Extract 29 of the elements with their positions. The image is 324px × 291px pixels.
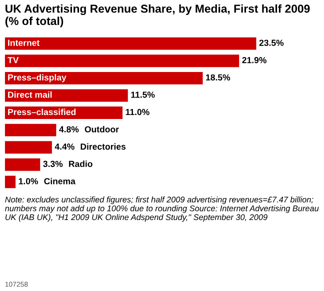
- data-label: 21.9%: [242, 57, 266, 64]
- data-label: 11.0%: [126, 108, 150, 116]
- bar: [4, 176, 16, 188]
- text: UK (IAB UK), "H1 2009 UK Online Adspend Study," September 30, 2009: [5, 214, 268, 222]
- data-label: 11.5%: [131, 92, 155, 98]
- y-tick-label: Radio: [69, 160, 92, 168]
- y-tick-label: Direct mail: [8, 91, 52, 98]
- bar: [4, 141, 52, 154]
- bar: [4, 72, 203, 84]
- data-label: 1.0%: [18, 178, 38, 184]
- y-tick-label: Internet: [8, 40, 40, 46]
- y-tick-label: Directories: [80, 143, 126, 150]
- y-tick-label: Cinema: [44, 178, 76, 184]
- data-label: 4.8%: [59, 126, 79, 132]
- y-tick-label: Outdoor: [84, 126, 119, 132]
- bar: [4, 89, 128, 102]
- y-tick-label: Press–display: [8, 74, 66, 82]
- bar: [4, 54, 240, 68]
- bar: [4, 37, 256, 50]
- bar: [4, 124, 56, 136]
- data-label: 18.5%: [206, 74, 230, 81]
- y-tick-label: TV: [8, 57, 19, 64]
- chart-title: UK Advertising Revenue Share, by Media, First half 2009 (% of total): [5, 4, 310, 28]
- text: Note: excludes unclassified figures; first half 2009 advertising revenues=£7.47 billion; numbers may not add up to 100% due to rounding Source: Internet Advertising Bureau: [4, 196, 319, 213]
- y-tick-label: Press–classified: [8, 108, 76, 116]
- data-label: 23.5%: [259, 40, 284, 46]
- data-label: 3.3%: [43, 160, 63, 168]
- bar: [4, 158, 40, 171]
- data-label: 4.4%: [54, 144, 74, 150]
